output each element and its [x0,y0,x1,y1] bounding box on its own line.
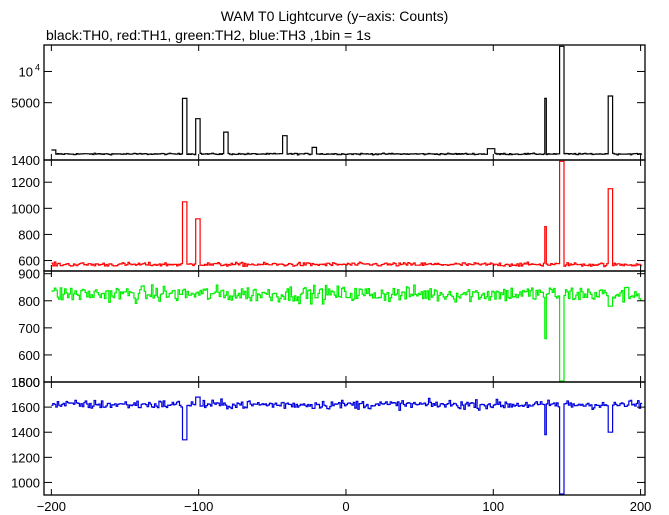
series-th1 [51,160,643,268]
y-tick-label-th0: 1400 [11,153,40,168]
y-tick-label-th0: 5000 [11,96,40,111]
x-tick-label: 0 [342,499,349,514]
y-tick-label-th3: 1600 [11,400,40,415]
x-tick-label: −100 [184,499,213,514]
series-th3 [51,396,643,495]
x-tick-label: 200 [630,499,652,514]
panel-frame-th3 [43,381,646,496]
x-tick-label: 100 [482,499,504,514]
y-tick-label-th2: 700 [18,321,40,336]
chart-subtitle: black:TH0, red:TH1, green:TH2, blue:TH3 … [46,27,371,43]
y-tick-label-th2: 500 [18,375,40,390]
y-tick-label-th2: 600 [18,348,40,363]
chart-title: WAM T0 Lightcurve (y−axis: Counts) [220,8,449,24]
y-tick-exponent-th0: 4 [35,62,40,72]
y-tick-label-th2: 800 [18,294,40,309]
y-tick-label-th1: 1000 [11,201,40,216]
y-tick-label-th2: 900 [18,267,40,282]
series-th2 [51,284,643,382]
y-tick-label-th1: 800 [18,227,40,242]
panel-frame-th0 [43,44,646,161]
y-tick-label-th0: 10 [19,64,33,79]
y-tick-label-th1: 600 [18,254,40,269]
y-tick-label-th3: 1200 [11,450,40,465]
y-tick-label-th3: 1400 [11,425,40,440]
y-tick-label-th3: 1000 [11,475,40,490]
y-tick-label-th3: 1800 [11,375,40,390]
series-th0 [51,45,643,156]
y-tick-label-th1: 1200 [11,175,40,190]
panel-frame-th1 [43,159,646,272]
x-tick-label: −200 [37,499,66,514]
